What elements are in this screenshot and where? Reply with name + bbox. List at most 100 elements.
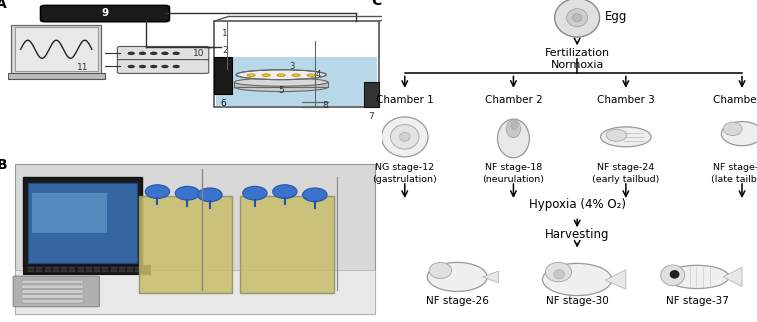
- FancyBboxPatch shape: [45, 270, 51, 272]
- Text: 2: 2: [222, 45, 228, 54]
- Polygon shape: [483, 271, 498, 283]
- Circle shape: [382, 117, 428, 157]
- Text: Chamber 3: Chamber 3: [597, 95, 655, 105]
- FancyBboxPatch shape: [70, 270, 76, 272]
- FancyBboxPatch shape: [36, 270, 42, 272]
- Text: NG stage-12: NG stage-12: [375, 163, 435, 172]
- FancyBboxPatch shape: [28, 183, 137, 263]
- Circle shape: [128, 65, 135, 68]
- FancyBboxPatch shape: [23, 265, 150, 274]
- Ellipse shape: [145, 185, 170, 198]
- Ellipse shape: [243, 186, 267, 200]
- Polygon shape: [363, 82, 378, 107]
- Text: 3: 3: [290, 62, 295, 71]
- FancyBboxPatch shape: [22, 290, 83, 293]
- Ellipse shape: [273, 185, 297, 198]
- Ellipse shape: [292, 74, 301, 77]
- FancyBboxPatch shape: [86, 267, 92, 269]
- FancyBboxPatch shape: [22, 295, 83, 298]
- Ellipse shape: [277, 74, 285, 77]
- Ellipse shape: [606, 129, 627, 141]
- Text: Chamber 4: Chamber 4: [713, 95, 757, 105]
- Polygon shape: [8, 73, 105, 79]
- FancyBboxPatch shape: [111, 267, 117, 269]
- Text: (early tailbud): (early tailbud): [592, 175, 659, 185]
- Circle shape: [661, 265, 684, 286]
- Ellipse shape: [511, 121, 518, 130]
- Ellipse shape: [427, 262, 488, 291]
- Circle shape: [391, 125, 419, 149]
- FancyBboxPatch shape: [127, 270, 133, 272]
- Text: 8: 8: [322, 100, 328, 109]
- Text: A: A: [0, 0, 7, 11]
- Circle shape: [151, 65, 157, 68]
- Polygon shape: [723, 267, 742, 287]
- FancyBboxPatch shape: [117, 60, 209, 73]
- Polygon shape: [11, 25, 101, 74]
- FancyBboxPatch shape: [127, 267, 133, 269]
- Ellipse shape: [506, 120, 521, 138]
- Text: NF stage-37: NF stage-37: [665, 296, 728, 306]
- Text: 6: 6: [220, 99, 226, 108]
- Text: Normoxia: Normoxia: [550, 60, 604, 70]
- Text: Fertilization: Fertilization: [544, 48, 609, 58]
- Text: (late tailbud): (late tailbud): [712, 175, 757, 185]
- Ellipse shape: [262, 74, 270, 77]
- Circle shape: [128, 52, 135, 55]
- FancyBboxPatch shape: [61, 267, 67, 269]
- Ellipse shape: [234, 82, 328, 91]
- Text: Chamber 2: Chamber 2: [484, 95, 542, 105]
- FancyBboxPatch shape: [86, 270, 92, 272]
- Ellipse shape: [554, 270, 565, 279]
- Text: Egg: Egg: [606, 10, 628, 23]
- Ellipse shape: [198, 188, 222, 202]
- FancyBboxPatch shape: [119, 270, 125, 272]
- Polygon shape: [213, 57, 232, 94]
- FancyBboxPatch shape: [102, 267, 108, 269]
- Text: Hypoxia (4% O₂): Hypoxia (4% O₂): [528, 198, 625, 211]
- Text: B: B: [0, 158, 7, 172]
- Circle shape: [161, 65, 168, 68]
- Ellipse shape: [665, 265, 729, 289]
- FancyBboxPatch shape: [36, 267, 42, 269]
- Text: 7: 7: [368, 112, 374, 121]
- Circle shape: [572, 14, 581, 22]
- FancyBboxPatch shape: [45, 267, 51, 269]
- Polygon shape: [216, 57, 377, 106]
- Circle shape: [400, 132, 410, 141]
- FancyBboxPatch shape: [13, 276, 99, 307]
- Circle shape: [151, 52, 157, 55]
- FancyBboxPatch shape: [28, 270, 34, 272]
- Ellipse shape: [545, 262, 572, 282]
- Ellipse shape: [236, 70, 326, 80]
- Text: Harvesting: Harvesting: [545, 228, 609, 241]
- FancyBboxPatch shape: [70, 267, 76, 269]
- FancyBboxPatch shape: [111, 270, 117, 272]
- Text: 11: 11: [76, 63, 89, 72]
- Text: 5: 5: [279, 86, 284, 95]
- FancyBboxPatch shape: [94, 267, 100, 269]
- Ellipse shape: [234, 78, 328, 86]
- FancyBboxPatch shape: [53, 267, 59, 269]
- FancyBboxPatch shape: [53, 270, 59, 272]
- Circle shape: [670, 270, 679, 278]
- Ellipse shape: [497, 119, 529, 158]
- FancyBboxPatch shape: [23, 177, 142, 266]
- FancyBboxPatch shape: [28, 267, 34, 269]
- Circle shape: [567, 9, 587, 27]
- FancyBboxPatch shape: [22, 280, 83, 284]
- Circle shape: [139, 52, 146, 55]
- Polygon shape: [606, 270, 626, 289]
- FancyBboxPatch shape: [240, 196, 334, 293]
- Text: Chamber 1: Chamber 1: [376, 95, 434, 105]
- FancyBboxPatch shape: [41, 5, 170, 22]
- Text: NF stage-26: NF stage-26: [425, 296, 489, 306]
- Ellipse shape: [723, 122, 742, 136]
- Circle shape: [173, 52, 179, 55]
- Text: (gastrulation): (gastrulation): [372, 175, 437, 185]
- FancyBboxPatch shape: [78, 270, 83, 272]
- Text: NF stage-30: NF stage-30: [546, 296, 609, 306]
- FancyBboxPatch shape: [136, 267, 142, 269]
- Polygon shape: [15, 270, 375, 314]
- Text: (neurulation): (neurulation): [482, 175, 544, 185]
